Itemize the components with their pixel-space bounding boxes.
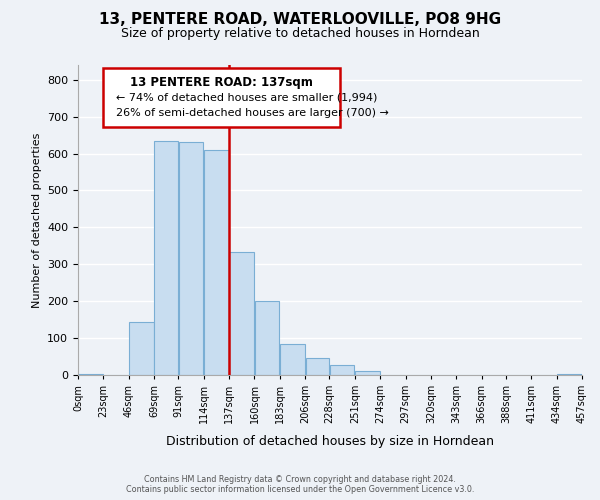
Text: 26% of semi-detached houses are larger (700) →: 26% of semi-detached houses are larger (… (116, 108, 389, 118)
X-axis label: Distribution of detached houses by size in Horndean: Distribution of detached houses by size … (166, 434, 494, 448)
Bar (255, 301, 280, 375)
Bar (229, 252, 254, 375)
Text: Size of property relative to detached houses in Horndean: Size of property relative to detached ho… (121, 28, 479, 40)
Text: ← 74% of detached houses are smaller (1,994): ← 74% of detached houses are smaller (1,… (116, 92, 377, 102)
Bar (280, 344, 305, 375)
Text: Contains HM Land Registry data © Crown copyright and database right 2024.
Contai: Contains HM Land Registry data © Crown c… (126, 474, 474, 494)
Bar (179, 142, 203, 375)
Bar (154, 141, 178, 375)
Bar (330, 365, 355, 375)
Y-axis label: Number of detached properties: Number of detached properties (32, 132, 41, 308)
Text: 13 PENTERE ROAD: 137sqm: 13 PENTERE ROAD: 137sqm (130, 76, 313, 89)
FancyBboxPatch shape (103, 68, 340, 127)
Bar (204, 150, 229, 375)
Bar (355, 370, 380, 375)
Bar (305, 358, 329, 375)
Bar (557, 374, 581, 375)
Text: 13, PENTERE ROAD, WATERLOOVILLE, PO8 9HG: 13, PENTERE ROAD, WATERLOOVILLE, PO8 9HG (99, 12, 501, 28)
Bar (79, 374, 103, 375)
Bar (129, 322, 154, 375)
